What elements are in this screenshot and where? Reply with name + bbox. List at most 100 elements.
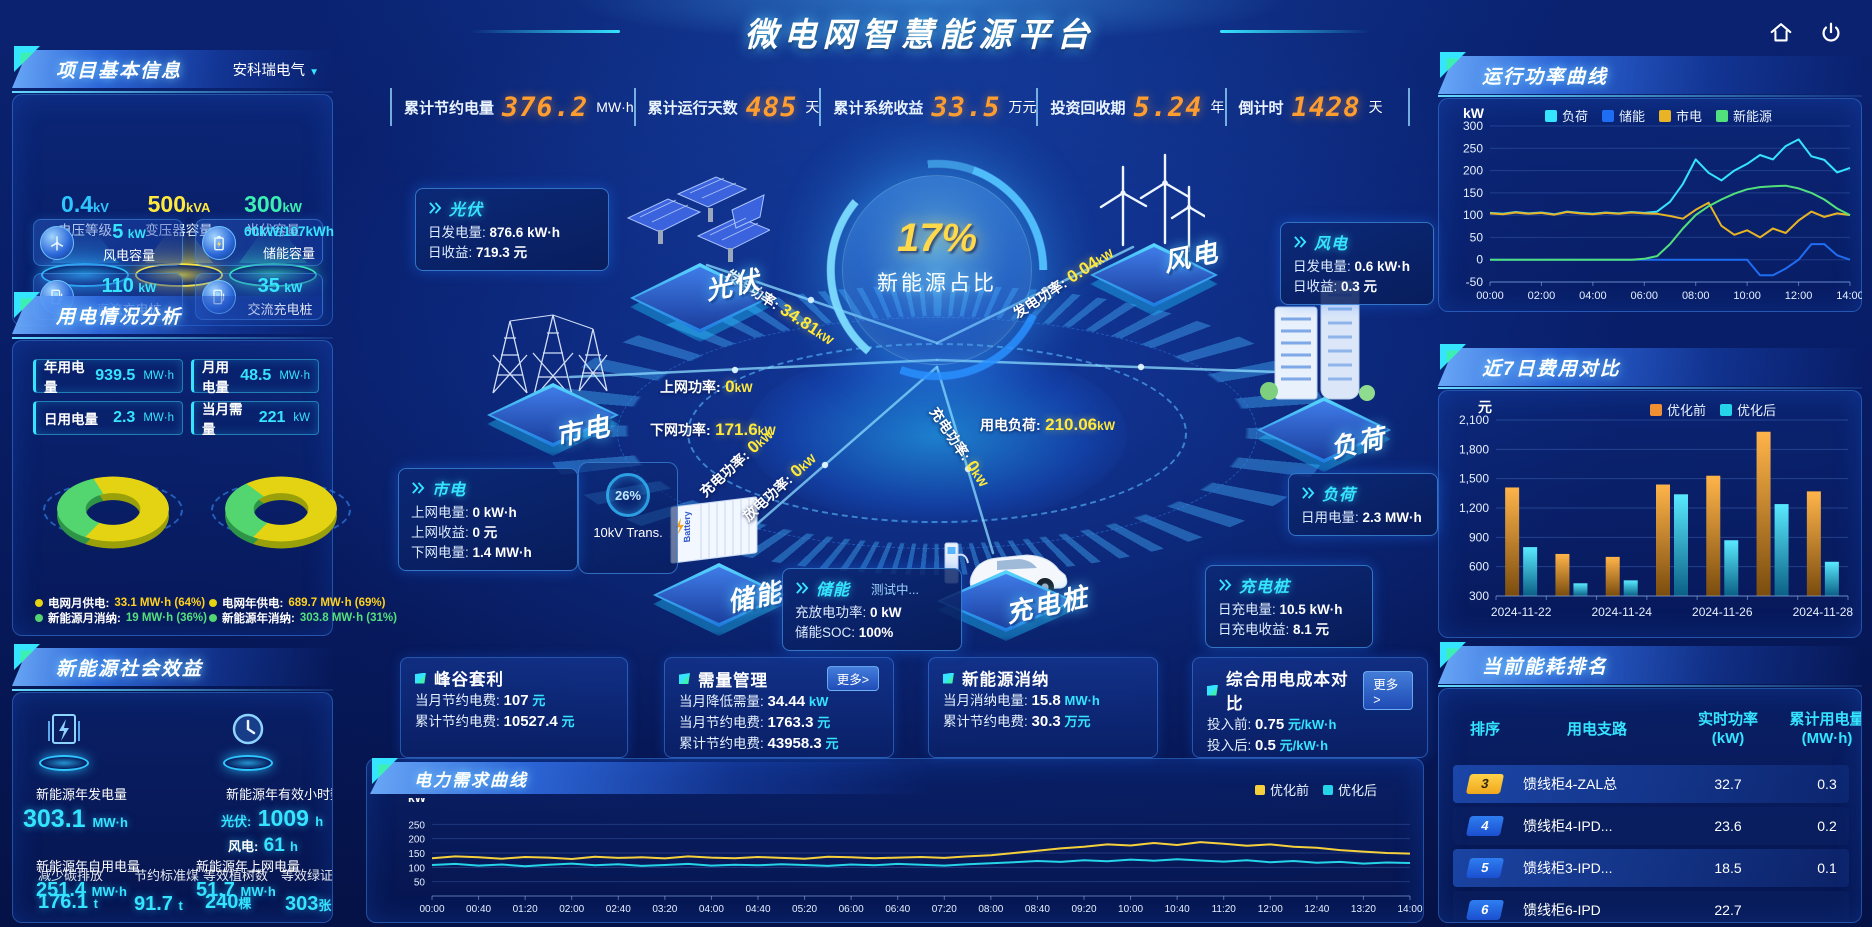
svg-text:600: 600	[1469, 560, 1489, 574]
home-icon[interactable]	[1762, 14, 1800, 52]
svg-text:150: 150	[408, 849, 425, 860]
tile-label: 年用电量	[44, 360, 85, 395]
table-row-rank-3[interactable]: 3 馈线柜4-ZAL总 32.7 0.3	[1453, 765, 1849, 803]
card-flag-icon	[415, 672, 426, 684]
panel-power-analysis-body: 年用电量 939.5 MW·h 月用电量 48.5 MW·h 日用电量 2.3 MW·h 当月需量…	[12, 340, 397, 636]
rank-col-header-3: 累计用电量 (MW·h)	[1789, 711, 1862, 747]
more-button[interactable]: 更多>	[826, 666, 879, 691]
legend-text: 优化前	[1667, 403, 1707, 418]
battery-icon	[202, 225, 236, 260]
feeder-name: 馈线柜4-ZAL总	[1523, 776, 1618, 792]
tile-unit: kW	[293, 412, 310, 424]
coal-value: 91.7 t	[134, 893, 183, 915]
legend-swatch	[1720, 403, 1733, 416]
panel-project-info-header: 项目基本信息 安科瑞电气 ▼	[12, 46, 333, 93]
spoke-grid-down: 下网功率: 171.6kW	[650, 420, 776, 439]
svg-text:04:00: 04:00	[1579, 290, 1607, 302]
wind-turbines-icon	[1099, 153, 1205, 253]
svg-text:04:00: 04:00	[699, 904, 724, 915]
rank-table-header: 排序 用电支路 实时功率 (kW) 累计用电量 (MW·h)	[1453, 703, 1861, 755]
legend-item-市电: 市电	[1659, 106, 1702, 125]
stat-value: 5.24	[1133, 91, 1203, 123]
storage-platform	[653, 563, 785, 636]
co2-value: 176.1 t	[38, 891, 98, 913]
stat-unit: 天	[1368, 99, 1383, 115]
legend-label: 新能源年消纳:	[222, 612, 295, 625]
feeder-name: 馈线柜4-IPD...	[1523, 818, 1613, 834]
stat-label: 累计系统收益	[833, 97, 923, 118]
legend-dot	[209, 598, 217, 607]
building-icon	[1260, 280, 1375, 401]
rank-badge: 5	[1465, 858, 1505, 878]
svg-text:150: 150	[1463, 186, 1483, 200]
more-button[interactable]: 更多>	[1363, 670, 1413, 710]
legend-swatch	[1602, 109, 1615, 122]
capacity-value: 60kW/107kWh	[244, 224, 335, 239]
svg-text:1,500: 1,500	[1459, 472, 1489, 486]
legend-item-优化前: 优化前	[1650, 400, 1706, 419]
svg-text:-50: -50	[1466, 275, 1484, 289]
capacity-card-0: 5 kW 风电容量	[33, 219, 183, 266]
legend-value: 689.7 MW·h (69%)	[288, 596, 386, 609]
capacity-label: 储能容量	[263, 246, 316, 261]
card-storage: 储能 测试中... 充放电功率: 0 kW 储能SOC: 100%	[782, 568, 962, 651]
panel-title: 当前能耗排名	[1482, 656, 1609, 678]
svg-text:100: 100	[408, 863, 425, 874]
svg-text:300: 300	[1469, 589, 1489, 603]
page-title: 微电网智慧能源平台	[744, 16, 1096, 53]
svg-text:2024-11-28: 2024-11-28	[1793, 605, 1854, 619]
to-grid-value: 51.7 MW·h	[196, 879, 276, 901]
svg-text:10:40: 10:40	[1165, 904, 1190, 915]
kpi-card-0: 峰谷套利 当月节约电费: 107 元累计节约电费: 10527.4 元	[400, 657, 628, 758]
svg-text:200: 200	[1463, 164, 1483, 178]
svg-text:10:00: 10:00	[1118, 904, 1143, 915]
pv-platform	[630, 263, 770, 342]
legend-text: 负荷	[1562, 109, 1589, 124]
self-use-label: 新能源年自用电量	[36, 859, 141, 874]
legend-item: 电网月供电: 33.1 MW·h (64%)	[35, 595, 207, 610]
panel-title: 用电情况分析	[56, 306, 183, 328]
table-row-rank-6[interactable]: 6 馈线柜6-IPD 22.7	[1453, 891, 1849, 922]
tile-value: 48.5	[240, 367, 272, 384]
legend-text: 新能源	[1733, 109, 1773, 124]
card-row: 累计节约电费: 10527.4 元	[415, 713, 575, 730]
legend-item-优化前: 优化前	[1255, 780, 1309, 799]
tile-value: 2.3	[113, 409, 136, 426]
header-glow	[530, 0, 1330, 58]
power-icon[interactable]	[1812, 14, 1850, 52]
transformer-box: 26% 10kV Trans.	[578, 462, 678, 574]
capacity-unit: kW	[127, 226, 146, 241]
company-dropdown[interactable]: 安科瑞电气 ▼	[232, 62, 319, 79]
stat-label: 投资回收期	[1050, 99, 1126, 117]
svg-text:1,800: 1,800	[1459, 442, 1489, 456]
svg-text:12:00: 12:00	[1258, 904, 1283, 915]
svg-text:kW: kW	[408, 798, 427, 805]
header-decor-left	[470, 30, 620, 33]
tree-label: 等效植树数	[203, 868, 269, 883]
panel-title: 运行功率曲线	[1482, 66, 1609, 88]
table-row-rank-4[interactable]: 4 馈线柜4-IPD... 23.6 0.2	[1453, 807, 1849, 845]
feeder-name: 馈线柜3-IPD...	[1523, 860, 1613, 876]
card-pv: 光伏 日发电量: 876.6 kW·h 日收益: 719.3 元	[415, 188, 609, 271]
legend-dot	[35, 598, 43, 607]
wind-turbine-icon	[40, 225, 74, 260]
coal-label: 节约标准煤	[134, 868, 200, 883]
legend-text: 储能	[1619, 109, 1646, 124]
chevrons-icon	[1294, 236, 1307, 248]
table-row-rank-5[interactable]: 5 馈线柜3-IPD... 18.5 0.1	[1453, 849, 1849, 887]
svg-text:900: 900	[1469, 530, 1489, 544]
panel-project-info-body: 0.4kV电压等级500kVA变压器容量300kW光伏容量5 kW风电容量60k…	[12, 94, 335, 326]
capacity-unit: kW	[284, 280, 303, 295]
legend-dot	[209, 613, 217, 622]
svg-text:2,100: 2,100	[1459, 413, 1489, 427]
cost-compare-chart: 2,100 1,800 1,500 1,200 900 600 300 元 2024-11-22…	[1459, 399, 1854, 619]
panel-rank-body: 排序 用电支路 实时功率 (kW) 累计用电量 (MW·h) 3 馈线柜4-ZAL总 32.…	[1438, 688, 1862, 923]
svg-text:06:00: 06:00	[839, 904, 864, 915]
rank-col-header-0: 排序	[1469, 720, 1500, 738]
tile-unit: MW·h	[143, 370, 174, 382]
svg-text:08:40: 08:40	[1025, 904, 1050, 915]
legend-swatch	[1323, 784, 1334, 795]
tile-value: 939.5	[95, 367, 136, 384]
legend-text: 优化后	[1737, 403, 1777, 418]
card-flag-icon	[1207, 684, 1218, 696]
